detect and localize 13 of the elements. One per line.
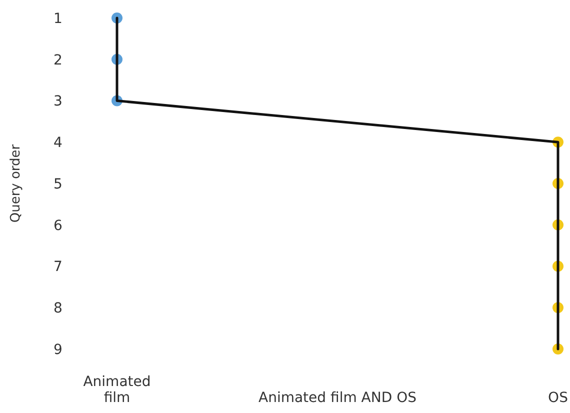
y-tick-label: 3: [54, 94, 62, 110]
y-tick-label: 2: [54, 52, 62, 68]
y-tick-label: 9: [54, 342, 62, 358]
y-axis-title: Query order: [8, 144, 24, 223]
y-tick-label: 1: [54, 10, 62, 27]
y-tick-label: 6: [54, 218, 63, 234]
x-tick-label: OS: [548, 390, 568, 406]
y-tick-label: 4: [54, 135, 63, 152]
y-tick-label: 7: [54, 259, 62, 276]
x-tick-label: Animated film AND OS: [258, 390, 417, 406]
x-tick-label: Animated film: [83, 374, 151, 406]
y-tick-label: 8: [54, 300, 62, 317]
y-tick-label: 5: [54, 176, 62, 192]
